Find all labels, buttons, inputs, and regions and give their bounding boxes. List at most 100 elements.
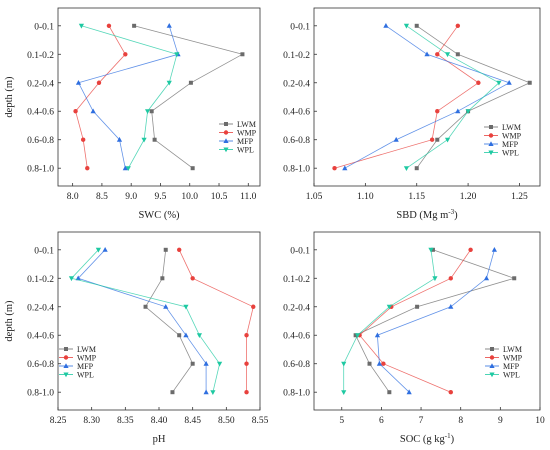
data-point [116,136,123,142]
y-tick-label: 0-0.1 [290,22,310,32]
series-mfp [75,247,209,395]
legend-label: MFP [502,140,519,149]
x-tick-label: 9.0 [125,192,137,202]
data-point [435,137,440,142]
legend-marker [490,347,494,351]
series-lwm [353,247,517,395]
data-point [203,389,209,395]
data-point [455,52,460,57]
legend-marker [63,372,69,378]
legend-item: MFP [59,362,94,371]
legend-label: WMP [77,353,97,362]
data-point [332,166,337,171]
plot-frame [313,231,541,411]
x-axis-label: pH [153,434,166,445]
legend-item: WPL [59,370,94,379]
x-tick-label: 1.15 [408,192,425,202]
series-wmp [332,23,481,171]
data-point [342,165,348,171]
legend-label: WMP [502,131,522,140]
plot-frame [57,7,261,187]
data-point [448,276,453,281]
data-point [414,166,419,171]
x-tick-label: 8.45 [184,416,201,426]
legend-item: LWM [59,345,96,354]
legend-marker [489,125,493,129]
data-point [177,247,182,252]
x-tick-label: 11.0 [240,192,257,202]
y-tick-label: 0.2-0.4 [27,303,54,313]
legend-label: WMP [237,128,257,137]
series-line [70,249,221,393]
data-point [455,23,461,28]
y-tick-label: 0.1-0.2 [283,275,310,285]
series-wpl [341,247,438,395]
x-tick-label: 8.35 [117,416,134,426]
data-point [341,390,347,395]
series-line [144,249,194,393]
data-point [367,361,372,366]
legend-label: WPL [503,370,520,379]
legend-marker [63,355,69,360]
plot-frame [57,231,261,411]
data-point [527,80,532,85]
series-line [359,249,471,393]
legend-item: WMP [219,128,257,137]
x-tick-label: 10 [535,416,545,426]
data-point [163,247,168,252]
series-line [75,25,126,169]
legend-marker [64,347,68,351]
y-tick-label: 0.4-0.6 [27,332,54,342]
x-tick-label: 5 [339,416,344,426]
data-point [341,361,347,367]
data-point [448,303,454,309]
series-lwm [143,247,195,395]
legend-marker [489,363,495,368]
y-tick-label: 0.8-1.0 [283,389,310,399]
legend-label: WPL [237,145,254,154]
data-point [244,390,249,395]
series-line [77,25,179,169]
data-point [196,333,202,339]
data-point [123,52,128,57]
x-tick-label: 6 [379,416,384,426]
panel-swc: 0-0.1 0.1-0.2 0.2-0.4 0.4-0.6 0.6-0.8 0.8-1.0… [4,7,261,221]
data-point [75,79,82,85]
legend-marker [224,122,228,126]
y-tick-label: 0.6-0.8 [27,360,54,370]
x-tick-label: 8.50 [218,416,235,426]
data-point [428,247,434,253]
data-point [476,80,481,85]
series-line [355,249,516,393]
legend-item: LWM [219,120,256,129]
data-point [210,390,216,395]
data-point [512,276,517,281]
data-point [465,109,471,115]
x-tick-label: 8.0 [67,192,79,202]
legend-label: MFP [237,137,254,146]
data-point [203,360,209,366]
data-point [141,137,147,143]
data-point [166,80,172,86]
legend-label: LWM [237,120,256,129]
legend-item: WMP [485,353,523,362]
data-point [455,108,461,114]
y-tick-label: 0.6-0.8 [283,136,310,146]
data-point [429,137,435,142]
data-point [448,390,453,395]
legend-marker [488,133,494,138]
data-point [406,389,412,395]
data-point [444,137,451,143]
legend-item: WMP [484,131,522,140]
data-point [177,333,182,338]
panel-soc: 0-0.1 0.1-0.2 0.2-0.4 0.4-0.6 0.6-0.8 0.8-1.0… [283,231,545,445]
series-line [344,25,511,169]
y-tick-label: 0-0.1 [34,246,54,256]
data-point [96,80,102,85]
data-point [190,361,195,366]
data-point [163,303,169,309]
data-point [174,52,180,58]
data-point [106,23,112,28]
